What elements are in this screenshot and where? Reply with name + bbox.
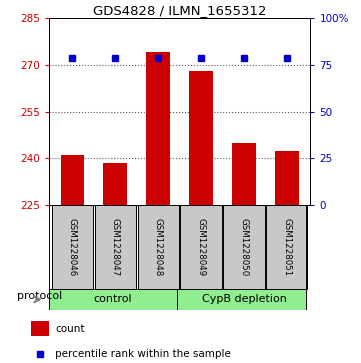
Bar (223, 205, 265, 289)
Text: GSM1228049: GSM1228049 (196, 218, 205, 276)
Bar (52, 205, 93, 289)
Bar (138, 205, 179, 289)
Title: GDS4828 / ILMN_1655312: GDS4828 / ILMN_1655312 (93, 4, 266, 17)
Bar (61, 155, 84, 205)
Bar (49, 289, 178, 310)
Text: protocol: protocol (17, 291, 62, 301)
Bar (180, 205, 222, 289)
Text: GSM1228048: GSM1228048 (154, 218, 163, 276)
Bar (146, 52, 170, 205)
Bar (178, 289, 306, 310)
Text: GSM1228046: GSM1228046 (68, 218, 77, 276)
Bar (266, 205, 308, 289)
Text: CypB depletion: CypB depletion (201, 294, 286, 305)
Bar (189, 71, 213, 205)
Bar (232, 143, 256, 205)
Text: control: control (94, 294, 132, 305)
Bar (275, 151, 299, 205)
Bar (95, 205, 136, 289)
Text: percentile rank within the sample: percentile rank within the sample (56, 349, 231, 359)
Text: GSM1228051: GSM1228051 (282, 218, 291, 276)
Text: GSM1228050: GSM1228050 (239, 218, 248, 276)
Bar (31, 321, 49, 336)
Text: GSM1228047: GSM1228047 (111, 218, 120, 276)
Text: count: count (56, 324, 85, 334)
Bar (104, 163, 127, 205)
